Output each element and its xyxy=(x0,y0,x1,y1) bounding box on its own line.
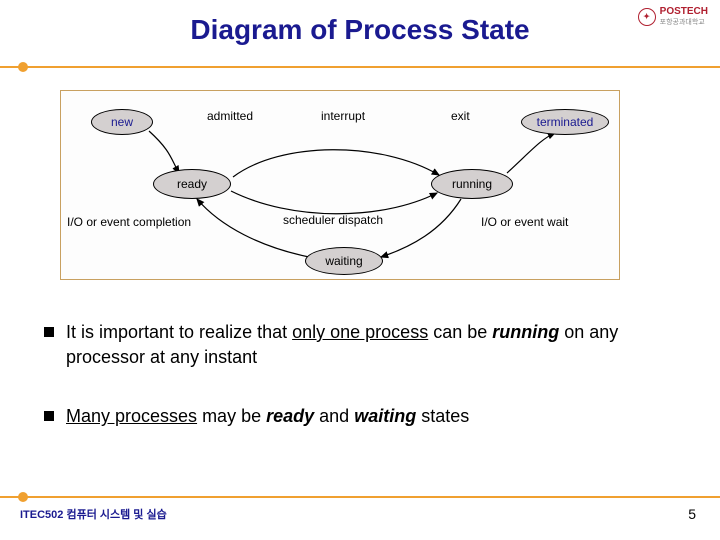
edge-label-interrupt: interrupt xyxy=(321,109,365,123)
edge-label-exit: exit xyxy=(451,109,470,123)
edge-label-io-wait: I/O or event wait xyxy=(481,215,568,229)
edge-path xyxy=(233,150,439,177)
text-emph: waiting xyxy=(354,406,416,426)
state-ready: ready xyxy=(153,169,231,199)
text: It is important to realize that xyxy=(66,322,292,342)
text-emph: ready xyxy=(266,406,314,426)
state-new: new xyxy=(91,109,153,135)
text: can be xyxy=(428,322,492,342)
state-terminated: terminated xyxy=(521,109,609,135)
footer-divider xyxy=(0,496,720,498)
text: states xyxy=(416,406,469,426)
text-underline: only one process xyxy=(292,322,428,342)
bullet-list: It is important to realize that only one… xyxy=(44,320,680,464)
edge-label-admitted: admitted xyxy=(207,109,253,123)
logo-subtext: 포항공과대학교 xyxy=(660,17,708,27)
list-item: Many processes may be ready and waiting … xyxy=(44,404,680,429)
text: may be xyxy=(197,406,266,426)
logo-icon: ✦ xyxy=(638,8,656,26)
state-running: running xyxy=(431,169,513,199)
state-waiting: waiting xyxy=(305,247,383,275)
page-number: 5 xyxy=(688,506,696,522)
page-title: Diagram of Process State xyxy=(0,0,720,46)
edge-path xyxy=(197,199,309,257)
logo-text: POSTECH xyxy=(660,6,708,17)
process-state-diagram: new terminated ready running waiting admitted… xyxy=(60,90,620,280)
text-emph: running xyxy=(492,322,559,342)
edge-path xyxy=(231,191,437,214)
edge-path xyxy=(149,131,179,173)
edge-label-dispatch: scheduler dispatch xyxy=(283,213,383,227)
footer-course: ITEC502 컴퓨터 시스템 및 실습 xyxy=(20,506,167,522)
edge-label-io-done: I/O or event completion xyxy=(67,215,191,229)
text: and xyxy=(314,406,354,426)
brand-logo: ✦ POSTECH 포항공과대학교 xyxy=(638,6,708,27)
text-underline: Many processes xyxy=(66,406,197,426)
edge-path xyxy=(507,133,555,173)
title-divider xyxy=(0,66,720,68)
list-item: It is important to realize that only one… xyxy=(44,320,680,370)
